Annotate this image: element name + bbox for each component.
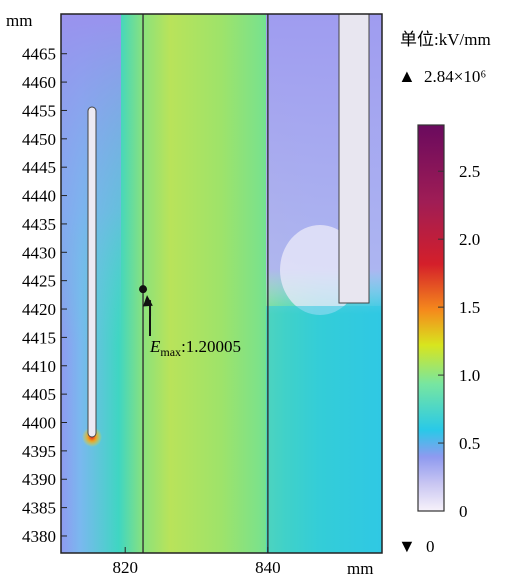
colorbar-tick-label: 2.0 (459, 230, 480, 249)
unit-label: 单位:kV/mm (400, 30, 491, 49)
field-bottom-right-region (266, 306, 382, 553)
y-tick-label: 4445 (22, 158, 56, 177)
y-axis-unit-label: mm (6, 11, 32, 30)
y-axis-ticks: 4465 4460 4455 4450 4445 4440 4435 4430 4425 4420… (22, 45, 67, 546)
x-axis-ticks: 820 840 (112, 547, 281, 577)
emax-label: Emax:1.20005 (149, 337, 241, 359)
colorbar-tick-label: 1.5 (459, 298, 480, 317)
colorbar-tick-label: 1.0 (459, 366, 480, 385)
max-marker-label: 2.84×10⁶ (424, 67, 486, 86)
colorbar-tick-label: 2.5 (459, 162, 480, 181)
y-tick-label: 4400 (22, 414, 56, 433)
y-tick-label: 4405 (22, 385, 56, 404)
y-tick-label: 4385 (22, 499, 56, 518)
emax-value: :1.20005 (181, 337, 241, 356)
colorbar-tick-label: 0.5 (459, 434, 480, 453)
min-marker-symbol: ▼ (398, 536, 416, 556)
y-tick-label: 4435 (22, 215, 56, 234)
emax-subscript: max (160, 345, 181, 359)
right-electrode (338, 13, 370, 304)
y-tick-label: 4410 (22, 357, 56, 376)
heatmap-field (61, 14, 382, 553)
colorbar-tick-label: 0 (459, 502, 468, 521)
y-tick-label: 4430 (22, 243, 56, 262)
y-tick-label: 4465 (22, 45, 56, 64)
y-tick-label: 4390 (22, 470, 56, 489)
x-tick-label: 820 (112, 558, 138, 577)
y-tick-label: 4460 (22, 73, 56, 92)
y-tick-label: 4455 (22, 101, 56, 120)
colorbar-ticks: 2.5 2.0 1.5 1.0 0.5 0 (438, 162, 480, 521)
y-tick-label: 4395 (22, 442, 56, 461)
emax-symbol: E (149, 337, 161, 356)
max-marker-symbol: ▲ (398, 66, 416, 86)
y-tick-label: 4450 (22, 130, 56, 149)
colorbar (417, 124, 445, 512)
y-tick-label: 4420 (22, 300, 56, 319)
left-electrode (87, 106, 97, 438)
min-marker-label: 0 (426, 537, 435, 556)
emax-point (139, 285, 148, 294)
plot-frame (60, 13, 383, 554)
y-tick-label: 4425 (22, 272, 56, 291)
y-tick-label: 4415 (22, 328, 56, 347)
field-left-hot-edge (61, 270, 77, 330)
x-tick-label: 840 (255, 558, 281, 577)
emax-arrow-head (142, 295, 153, 307)
x-axis-unit-label: mm (347, 559, 373, 577)
boundary-lines (142, 14, 269, 553)
y-tick-label: 4380 (22, 527, 56, 546)
y-tick-label: 4440 (22, 187, 56, 206)
emax-annotation: Emax:1.20005 (139, 285, 241, 359)
